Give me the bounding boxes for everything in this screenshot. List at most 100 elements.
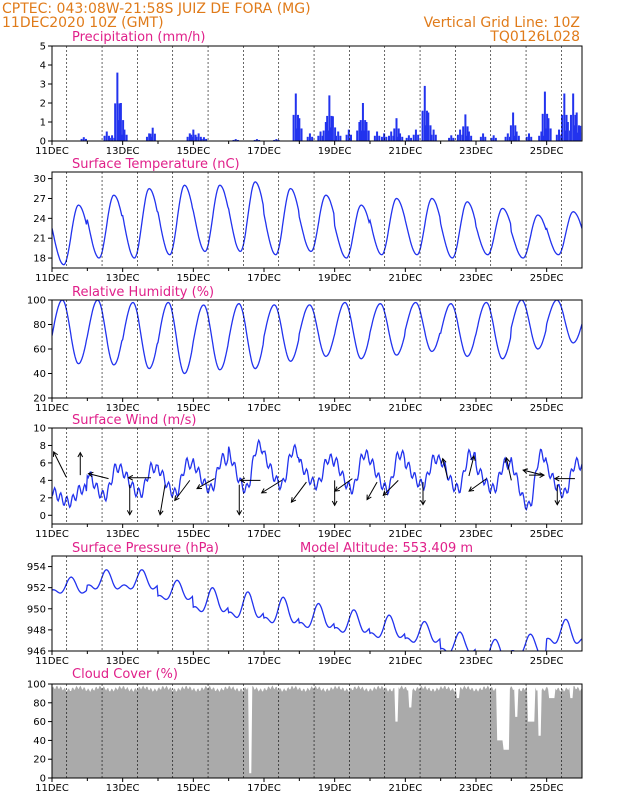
wind-vector-head [126, 510, 133, 516]
wind-vector-head [87, 471, 94, 478]
y-tick-label: 0 [40, 774, 46, 785]
panel-title-rh: Relative Humidity (%) [72, 285, 214, 300]
precip-bar [414, 129, 417, 141]
x-tick-label: 13DEC [106, 783, 140, 794]
wind-vector [196, 478, 215, 490]
precip-bar [195, 136, 198, 141]
x-tick-label: 21DEC [388, 783, 422, 794]
x-tick-label: 11DEC [35, 783, 69, 794]
plot-area-rh [52, 300, 582, 375]
y-tick-label: 4 [40, 476, 46, 487]
wind-vector-shaft [261, 479, 282, 494]
x-tick-label: 25DEC [530, 783, 564, 794]
x-tick-label: 11DEC [35, 403, 69, 414]
wind-vector [440, 457, 449, 479]
wind-vector-head [522, 468, 529, 474]
wind-vector-shaft [468, 455, 475, 477]
precip-bar [328, 95, 331, 141]
series-line-temp [52, 181, 582, 266]
wind-vector-head [290, 497, 297, 503]
precip-bar [188, 133, 191, 141]
panel-frame-rh [51, 299, 583, 399]
wind-vector [554, 484, 561, 506]
panel-temp: Surface Temperature (nC) 18 21 24 27 30 11DEC 1… [33, 157, 583, 284]
wind-vector-shaft [196, 478, 215, 490]
wind-vector [77, 451, 84, 476]
precip-bar [565, 114, 568, 141]
x-tick-label: 23DEC [459, 656, 493, 667]
precip-bar [412, 134, 415, 141]
precip-bar [359, 120, 362, 141]
precip-bar [569, 114, 572, 141]
wind-vector [87, 471, 109, 480]
wind-vector [468, 478, 487, 492]
cloud-cover-area [52, 685, 582, 778]
plot-area-wind [52, 438, 582, 516]
precip-bar [190, 134, 193, 141]
precip-bar [356, 130, 359, 141]
precip-bar [549, 128, 552, 141]
precip-bar [388, 135, 390, 141]
wind-vector [52, 450, 67, 478]
wind-vector [331, 480, 338, 507]
precip-bar [462, 126, 465, 141]
x-tick-label: 11DEC [35, 146, 69, 157]
precip-bar [545, 128, 548, 141]
y-tick-label: 5 [40, 42, 46, 53]
y-tick-label: 21 [33, 234, 46, 245]
x-tick-label: 17DEC [247, 146, 281, 157]
precip-bar [450, 135, 453, 141]
precip-bar [561, 114, 564, 141]
plot-area-precip [80, 72, 582, 141]
x-tick-label: 11DEC [35, 529, 69, 540]
wind-vector-shaft [159, 484, 166, 515]
header-model: TQ0126L028 [489, 29, 580, 45]
panel-frame-wind [51, 427, 583, 525]
plot-area-cloud [52, 685, 582, 778]
precip-bar [197, 133, 200, 141]
precip-bar [448, 137, 451, 141]
x-tick-label: 21DEC [388, 273, 422, 284]
x-tick-label: 25DEC [530, 656, 564, 667]
y-tick-label: 952 [27, 583, 46, 594]
precip-bar [329, 127, 332, 141]
x-tick-label: 19DEC [318, 146, 352, 157]
wind-vector-head [174, 495, 180, 502]
x-tick-label: 17DEC [247, 529, 281, 540]
precip-bar [300, 128, 303, 141]
wind-vector-head [196, 484, 203, 490]
y-tick-label: 100 [27, 296, 46, 307]
x-tick-label: 19DEC [318, 273, 352, 284]
wind-vector [236, 484, 243, 516]
precip-bar [566, 122, 569, 141]
wind-vector [260, 479, 282, 494]
x-tick-label: 19DEC [318, 529, 352, 540]
x-tick-label: 21DEC [388, 529, 422, 540]
y-tick-label: 40 [33, 369, 46, 380]
y-tick-label: 40 [33, 736, 46, 747]
precip-bar [148, 133, 151, 141]
precip-bar [563, 93, 566, 141]
y-tick-label: 946 [27, 647, 46, 658]
y-tick-label: 24 [33, 214, 46, 225]
precip-bar [122, 120, 125, 141]
precip-bar [116, 72, 119, 141]
x-tick-label: 11DEC [35, 273, 69, 284]
x-tick-label: 15DEC [176, 273, 210, 284]
precip-bar [105, 131, 108, 141]
precip-bar [121, 134, 124, 141]
precip-bar [417, 134, 420, 141]
y-tick-label: 3 [40, 80, 46, 91]
x-tick-label: 13DEC [106, 403, 140, 414]
header-grid-line: Vertical Grid Line: 10Z [424, 15, 580, 31]
precip-bar [513, 135, 516, 141]
precip-bar [506, 133, 509, 141]
wind-vector [382, 480, 399, 497]
precip-bar [326, 115, 329, 141]
precip-bar [200, 138, 203, 141]
wind-vector [127, 474, 151, 481]
wind-vector-head [382, 490, 389, 497]
precip-bar [322, 130, 325, 141]
precip-bar [395, 118, 398, 141]
